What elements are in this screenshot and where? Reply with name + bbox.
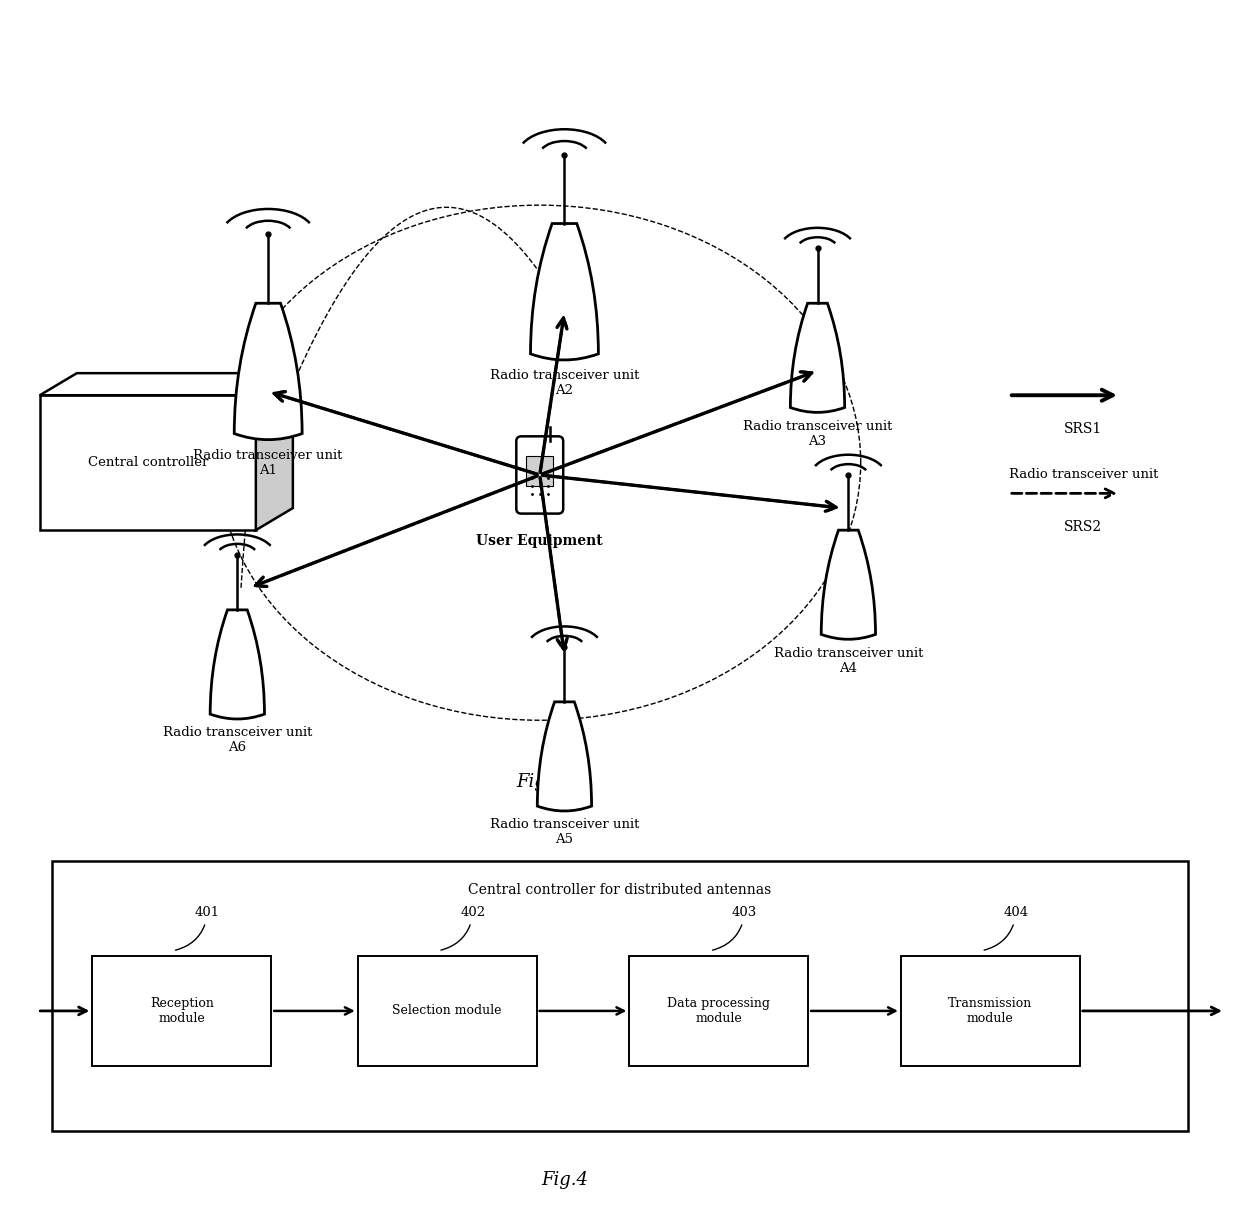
Text: SRS2: SRS2	[1064, 520, 1102, 535]
Text: 401: 401	[176, 907, 221, 950]
Text: Radio transceiver unit
A6: Radio transceiver unit A6	[162, 727, 312, 754]
Text: 404: 404	[985, 907, 1029, 950]
Bar	[629, 956, 808, 1066]
Polygon shape	[255, 373, 293, 530]
Bar	[900, 956, 1080, 1066]
Text: Fig.3: Fig.3	[516, 772, 563, 791]
PathPatch shape	[234, 303, 303, 440]
Text: Radio transceiver unit
A3: Radio transceiver unit A3	[743, 420, 893, 447]
Text: Radio transceiver unit: Radio transceiver unit	[1009, 468, 1158, 480]
FancyBboxPatch shape	[516, 436, 563, 514]
Text: Radio transceiver unit
A1: Radio transceiver unit A1	[193, 448, 343, 477]
Text: Transmission
module: Transmission module	[949, 997, 1033, 1025]
Text: Fig.4: Fig.4	[541, 1172, 588, 1189]
Bar	[52, 861, 1188, 1131]
Text: Radio transceiver unit
A4: Radio transceiver unit A4	[774, 647, 923, 675]
Text: Radio transceiver unit
A2: Radio transceiver unit A2	[490, 370, 639, 397]
Text: Central controller: Central controller	[88, 456, 208, 469]
Text: User Equipment: User Equipment	[476, 533, 603, 548]
Text: Data processing
module: Data processing module	[667, 997, 770, 1025]
PathPatch shape	[210, 610, 264, 719]
Text: Radio transceiver unit
A5: Radio transceiver unit A5	[490, 818, 639, 846]
Text: 403: 403	[713, 907, 758, 950]
Polygon shape	[40, 373, 293, 395]
Text: Selection module: Selection module	[392, 1004, 502, 1018]
PathPatch shape	[531, 223, 599, 360]
Bar	[40, 395, 255, 530]
Text: SRS1: SRS1	[1064, 423, 1102, 436]
Text: 402: 402	[441, 907, 486, 950]
Bar	[357, 956, 537, 1066]
Text: Central controller for distributed antennas: Central controller for distributed anten…	[469, 883, 771, 897]
Text: Reception
module: Reception module	[150, 997, 213, 1025]
PathPatch shape	[537, 702, 591, 811]
Bar	[92, 956, 272, 1066]
PathPatch shape	[790, 303, 844, 413]
Bar	[527, 456, 553, 487]
PathPatch shape	[821, 530, 875, 639]
